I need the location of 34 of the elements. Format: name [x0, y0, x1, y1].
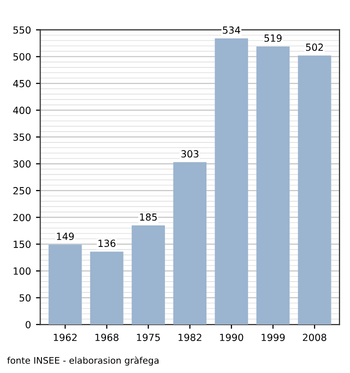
data-label: 136: [98, 240, 116, 247]
y-tick-label: 250: [13, 187, 31, 194]
y-tick-label: 300: [13, 160, 31, 168]
y-tick-label: 100: [14, 267, 31, 275]
data-label: 185: [140, 213, 157, 221]
data-label: 534: [222, 26, 240, 34]
y-tick-label: 0: [26, 320, 31, 328]
x-tick-label: 2008: [302, 334, 326, 342]
bar: [298, 56, 332, 325]
data-label: 303: [181, 150, 198, 158]
bar: [90, 252, 124, 325]
y-tick-label: 500: [13, 53, 31, 60]
x-tick-label: 1999: [262, 334, 285, 342]
bar: [256, 46, 290, 325]
x-tick-label: 1982: [178, 334, 202, 342]
y-tick-label: 350: [13, 133, 31, 141]
x-tick-label: 1990: [220, 334, 244, 342]
data-label: 502: [306, 44, 323, 51]
bar: [132, 225, 165, 325]
y-tick-label: 200: [13, 214, 31, 222]
y-tick-label: 450: [13, 80, 31, 88]
x-tick-label: 1962: [54, 334, 77, 342]
bar: [214, 38, 248, 325]
data-label: 149: [56, 232, 74, 240]
bar: [173, 162, 206, 325]
y-tick-label: 50: [20, 294, 31, 302]
y-tick-label: 550: [13, 26, 31, 34]
data-label: 519: [264, 34, 282, 42]
source-note: fonte INSEE - elaborasion gràfega: [7, 356, 159, 366]
x-tick-label: 1968: [95, 334, 118, 342]
y-tick-label: 150: [14, 240, 31, 248]
x-tick-label: 1975: [137, 334, 160, 342]
bar: [48, 244, 82, 325]
y-tick-label: 400: [13, 106, 31, 114]
